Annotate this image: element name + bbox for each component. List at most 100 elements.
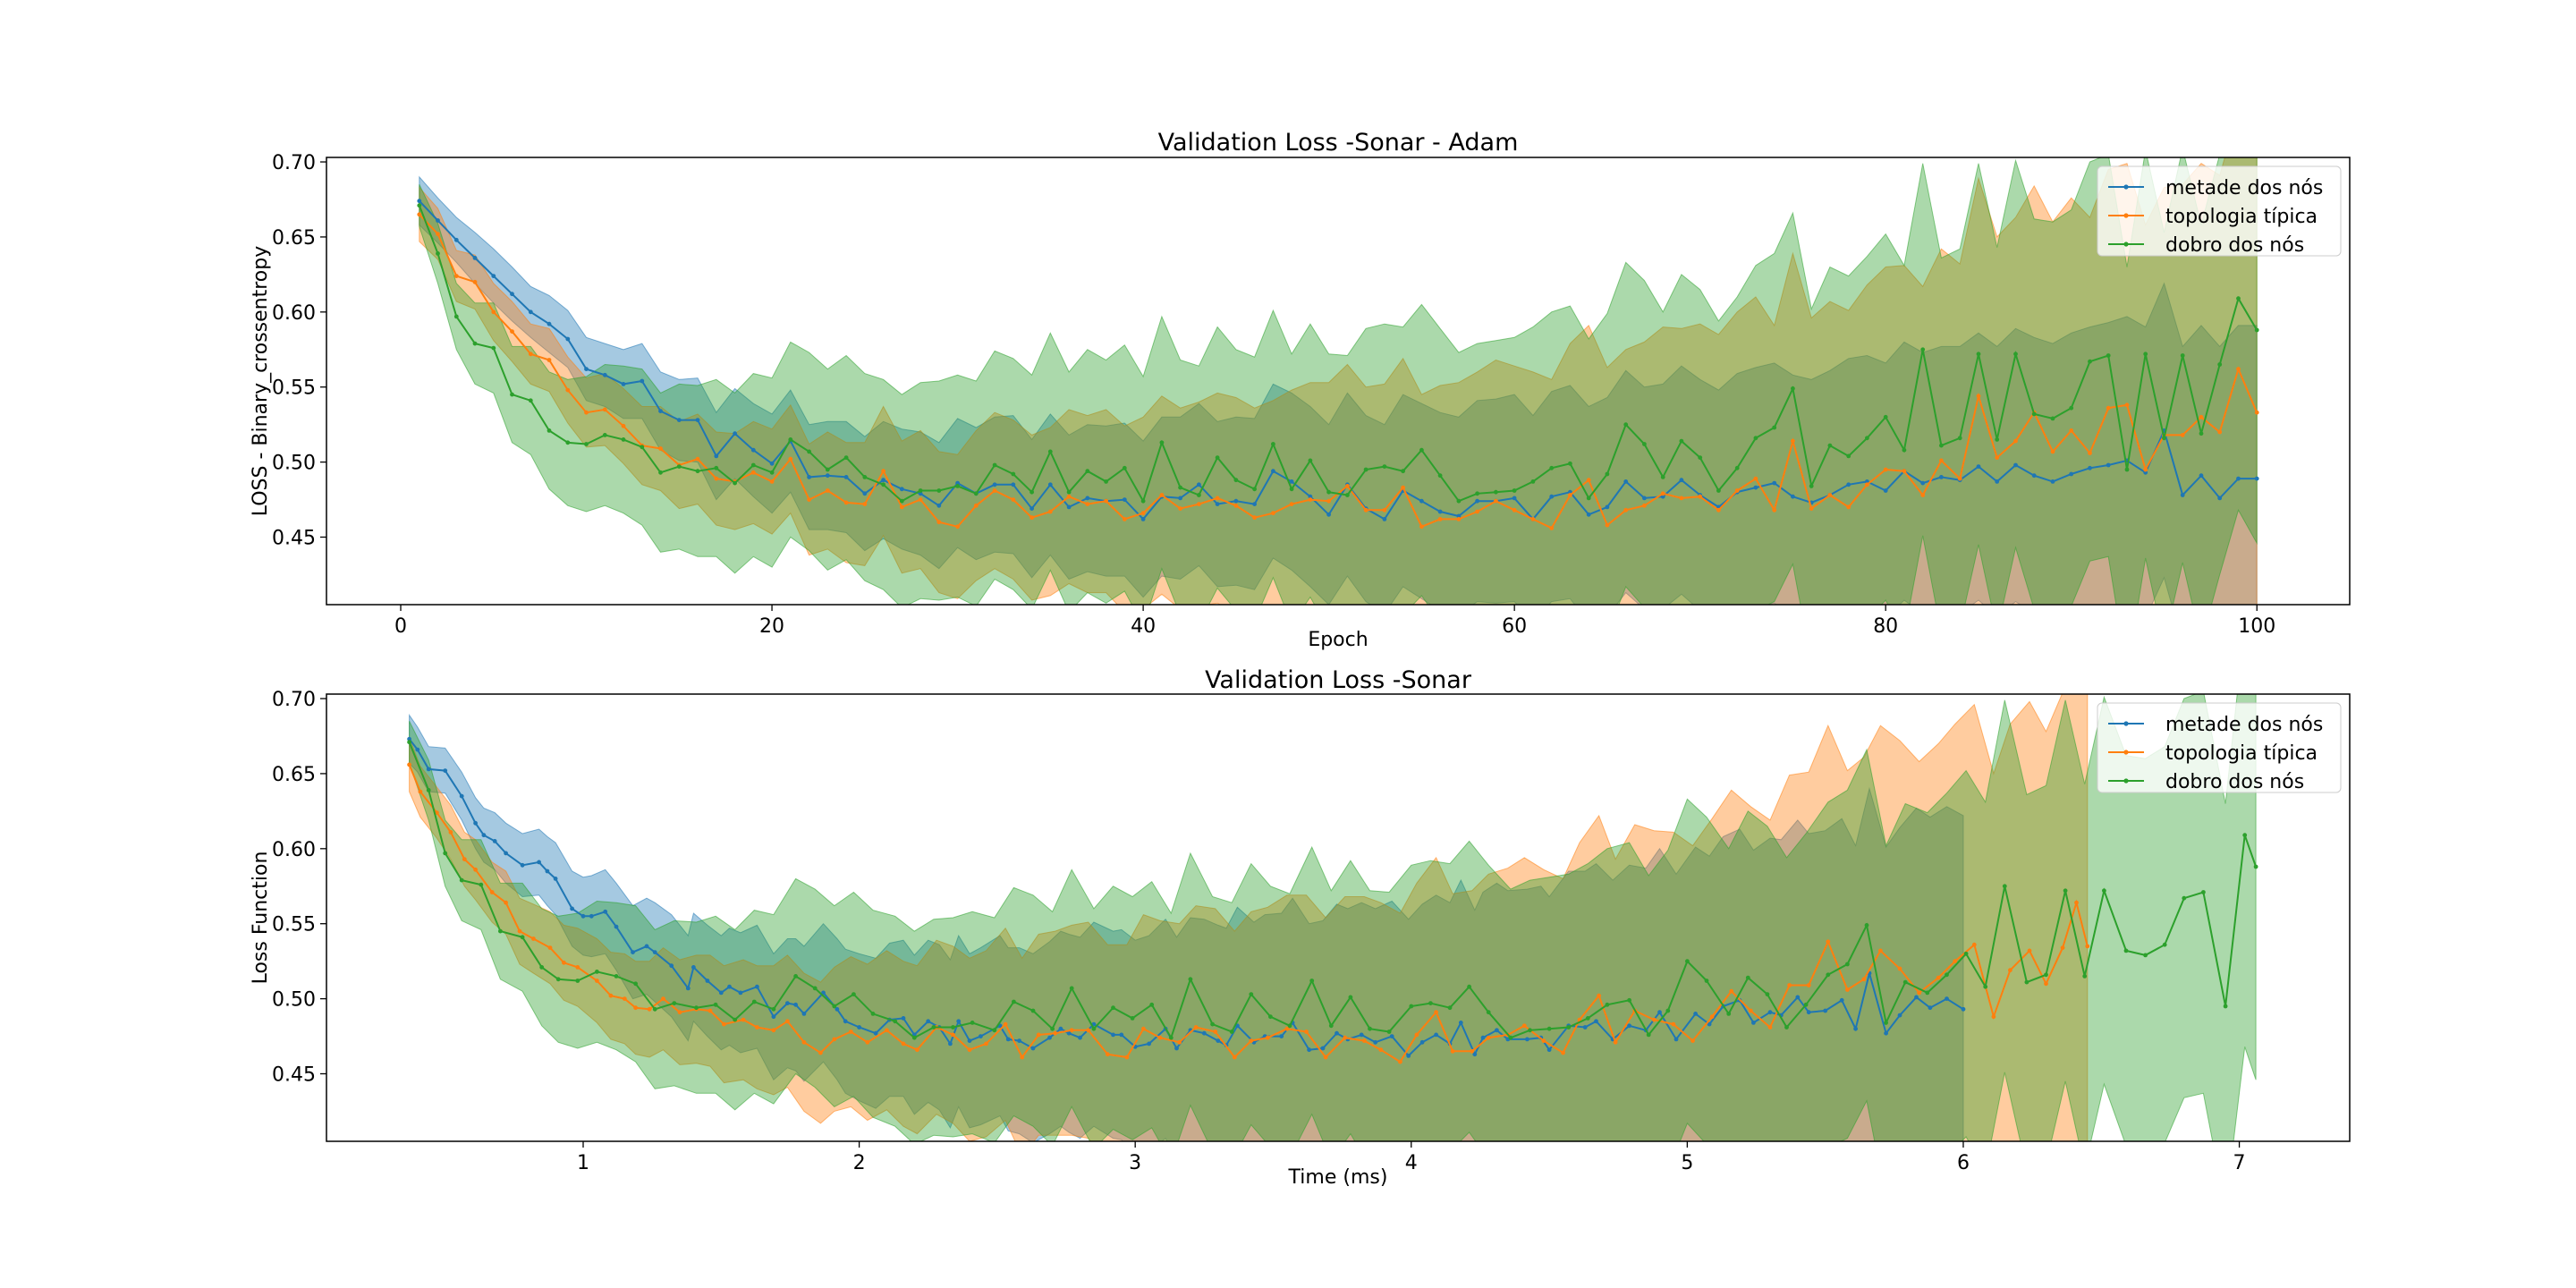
series-1-point xyxy=(1846,504,1852,510)
series-0-point xyxy=(1660,494,1665,499)
series-1-point xyxy=(1345,484,1350,488)
x-tick-label: 4 xyxy=(1405,1152,1418,1174)
series-1-point xyxy=(1289,502,1294,506)
series-2-point xyxy=(1939,443,1944,448)
series-1-point xyxy=(658,446,663,451)
series-2-point xyxy=(1716,488,1721,493)
series-2-point xyxy=(1660,475,1665,479)
series-1-point xyxy=(1304,1030,1309,1034)
series-1-point xyxy=(1679,496,1684,501)
series-1-point xyxy=(1326,498,1331,504)
series-2-point xyxy=(1546,1026,1552,1031)
series-2-point xyxy=(881,482,886,487)
series-0-point xyxy=(520,862,525,868)
series-0-point xyxy=(733,431,737,436)
x-tick-label: 100 xyxy=(2238,615,2275,638)
series-2-point xyxy=(992,1028,997,1033)
series-2-point xyxy=(2002,884,2007,889)
series-1-point xyxy=(602,407,607,412)
series-1-point xyxy=(2199,414,2204,419)
series-0-point xyxy=(2106,462,2111,468)
series-1-point xyxy=(1363,507,1368,513)
series-0-point xyxy=(1320,1046,1326,1051)
series-1-point xyxy=(769,479,775,484)
x-tick-label: 20 xyxy=(759,615,784,638)
series-0-point xyxy=(1252,502,1257,506)
series-0-point xyxy=(1011,482,1016,487)
series-0-point xyxy=(603,909,608,914)
series-2-point xyxy=(510,392,514,397)
series-0-point xyxy=(1279,1034,1284,1038)
series-0-point xyxy=(1359,1032,1364,1038)
series-0-point xyxy=(967,1038,972,1043)
series-1-point xyxy=(1085,502,1090,506)
series-2-point xyxy=(621,437,626,442)
legend-marker xyxy=(2123,778,2129,784)
series-2-point xyxy=(899,498,904,504)
series-2-point xyxy=(2124,467,2130,472)
series-1-point xyxy=(915,1047,919,1053)
series-2-point xyxy=(771,1006,776,1012)
series-1-point xyxy=(622,996,627,1001)
series-1-point xyxy=(473,867,478,872)
series-1-point xyxy=(2044,981,2048,987)
series-0-point xyxy=(565,336,571,342)
series-0-point xyxy=(738,990,743,996)
series-1-point xyxy=(575,965,580,970)
series-2-point xyxy=(1030,1008,1036,1013)
series-0-point xyxy=(1122,497,1127,502)
series-1-point xyxy=(1753,476,1758,481)
series-1-point xyxy=(2180,433,2185,437)
series-0-point xyxy=(2050,479,2055,484)
series-2-point xyxy=(1130,1016,1135,1021)
series-2-point xyxy=(2254,327,2259,333)
series-1-point xyxy=(1470,1048,1475,1054)
series-1-point xyxy=(1284,1026,1290,1031)
series-0-point xyxy=(769,461,775,466)
series-0-point xyxy=(1623,479,1629,484)
series-0-point xyxy=(1326,512,1331,517)
y-tick-label: 0.70 xyxy=(272,152,316,174)
series-1-point xyxy=(2069,428,2074,433)
series-2-point xyxy=(1623,422,1629,428)
series-2-point xyxy=(1467,984,1471,989)
plot-area xyxy=(407,694,2258,1141)
series-2-point xyxy=(1586,496,1591,501)
series-2-point xyxy=(1011,471,1016,477)
series-2-point xyxy=(1679,438,1684,444)
x-tick-label: 80 xyxy=(1873,615,1898,638)
series-0-point xyxy=(589,913,594,919)
series-0-point xyxy=(1884,1030,1889,1036)
series-0-point xyxy=(1945,996,1949,1001)
series-0-point xyxy=(436,218,440,223)
series-1-point xyxy=(2013,438,2018,444)
series-1-point xyxy=(788,456,793,462)
series-0-point xyxy=(714,453,719,459)
series-1-point xyxy=(1605,522,1610,528)
series-2-point xyxy=(1605,1002,1610,1007)
series-2-point xyxy=(1382,464,1387,469)
y-tick-label: 0.50 xyxy=(272,453,316,475)
series-0-point xyxy=(481,833,487,838)
series-1-point xyxy=(633,1005,638,1011)
series-2-point xyxy=(2182,895,2187,901)
series-1-point xyxy=(1361,1038,1367,1043)
series-2-point xyxy=(1508,1035,1513,1040)
series-1-point xyxy=(1549,526,1555,530)
series-0-point xyxy=(1119,1032,1124,1038)
series-2-point xyxy=(1976,352,1981,357)
series-1-point xyxy=(881,469,886,474)
series-2-point xyxy=(1665,1008,1671,1013)
series-0-point xyxy=(602,372,607,377)
series-2-point xyxy=(459,877,464,883)
series-1-point xyxy=(1193,1025,1199,1030)
series-2-point xyxy=(1210,1021,1215,1027)
series-1-point xyxy=(1623,507,1629,513)
series-0-point xyxy=(1976,464,1981,469)
y-tick-label: 0.65 xyxy=(272,764,316,786)
series-0-point xyxy=(1085,496,1090,501)
series-0-point xyxy=(426,767,431,772)
series-1-point xyxy=(1729,988,1734,994)
series-1-point xyxy=(1434,1010,1438,1015)
series-1-point xyxy=(1178,506,1182,511)
